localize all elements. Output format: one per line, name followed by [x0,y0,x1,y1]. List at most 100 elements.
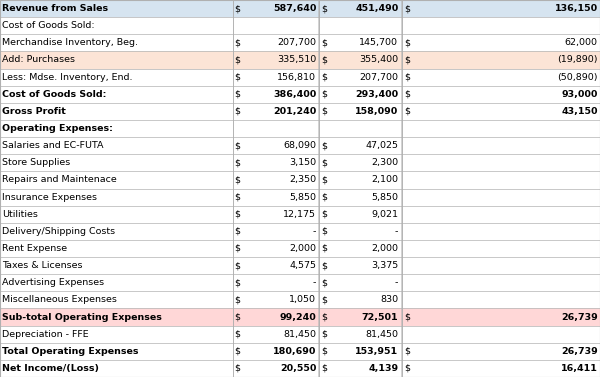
Text: 47,025: 47,025 [365,141,398,150]
Text: 5,850: 5,850 [371,193,398,202]
Text: Store Supplies: Store Supplies [2,158,71,167]
Text: $: $ [234,329,240,339]
Text: (19,890): (19,890) [557,55,598,64]
Text: 2,350: 2,350 [289,175,316,184]
Text: Add: Purchases: Add: Purchases [2,55,76,64]
Bar [0,360,600,377]
Text: Depreciation - FFE: Depreciation - FFE [2,329,89,339]
Bar [0,257,600,274]
Text: 158,090: 158,090 [355,107,398,116]
Bar [0,326,600,343]
Text: 43,150: 43,150 [561,107,598,116]
Text: Delivery/Shipping Costs: Delivery/Shipping Costs [2,227,116,236]
Text: 72,501: 72,501 [362,313,398,322]
Text: $: $ [234,141,240,150]
Text: $: $ [321,244,327,253]
Text: $: $ [404,73,410,81]
Bar [0,51,600,69]
Text: $: $ [321,227,327,236]
Text: Less: Mdse. Inventory, End.: Less: Mdse. Inventory, End. [2,73,133,81]
Bar [0,17,600,34]
Text: $: $ [321,329,327,339]
Bar [0,223,600,240]
Text: 4,139: 4,139 [368,364,398,373]
Text: $: $ [234,55,240,64]
Text: $: $ [234,193,240,202]
Bar [0,137,600,154]
Text: 20,550: 20,550 [280,364,316,373]
Text: 180,690: 180,690 [273,347,316,356]
Text: Salaries and EC-FUTA: Salaries and EC-FUTA [2,141,104,150]
Text: $: $ [234,107,240,116]
Text: 2,000: 2,000 [289,244,316,253]
Text: 26,739: 26,739 [561,313,598,322]
Text: -: - [395,227,398,236]
Text: $: $ [321,141,327,150]
Text: $: $ [321,73,327,81]
Text: 93,000: 93,000 [561,90,598,99]
Text: 156,810: 156,810 [277,73,316,81]
Text: 62,000: 62,000 [565,38,598,48]
Text: Rent Expense: Rent Expense [2,244,68,253]
Text: Utilities: Utilities [2,210,38,219]
Text: $: $ [321,347,327,356]
Text: 355,400: 355,400 [359,55,398,64]
Text: $: $ [234,38,240,48]
Text: 293,400: 293,400 [355,90,398,99]
Bar [0,291,600,308]
Bar [0,274,600,291]
Text: $: $ [321,107,327,116]
Text: Miscellaneous Expenses: Miscellaneous Expenses [2,296,117,304]
Text: 3,150: 3,150 [289,158,316,167]
Text: 207,700: 207,700 [359,73,398,81]
Bar [0,69,600,86]
Bar [0,0,600,17]
Text: $: $ [234,90,240,99]
Text: $: $ [234,73,240,81]
Text: -: - [395,278,398,287]
Text: 145,700: 145,700 [359,38,398,48]
Text: Merchandise Inventory, Beg.: Merchandise Inventory, Beg. [2,38,139,48]
Text: $: $ [404,4,410,13]
Text: Cost of Goods Sold:: Cost of Goods Sold: [2,90,107,99]
Text: Operating Expenses:: Operating Expenses: [2,124,113,133]
Text: Revenue from Sales: Revenue from Sales [2,4,109,13]
Text: 99,240: 99,240 [280,313,316,322]
Text: $: $ [234,210,240,219]
Text: $: $ [404,347,410,356]
Bar [0,343,600,360]
Text: Net Income/(Loss): Net Income/(Loss) [2,364,100,373]
Text: Insurance Expenses: Insurance Expenses [2,193,97,202]
Text: $: $ [404,313,410,322]
Text: $: $ [321,38,327,48]
Bar [0,86,600,103]
Text: $: $ [234,313,240,322]
Text: $: $ [321,193,327,202]
Text: Repairs and Maintenace: Repairs and Maintenace [2,175,117,184]
Text: $: $ [404,90,410,99]
Text: 153,951: 153,951 [355,347,398,356]
Text: $: $ [234,347,240,356]
Text: $: $ [321,4,327,13]
Text: $: $ [321,296,327,304]
Text: $: $ [321,278,327,287]
Bar [0,120,600,137]
Text: $: $ [234,158,240,167]
Text: Advertising Expenses: Advertising Expenses [2,278,104,287]
Bar [0,240,600,257]
Text: 16,411: 16,411 [561,364,598,373]
Bar [0,205,600,223]
Text: $: $ [321,364,327,373]
Text: Taxes & Licenses: Taxes & Licenses [2,261,83,270]
Text: 136,150: 136,150 [554,4,598,13]
Text: Sub-total Operating Expenses: Sub-total Operating Expenses [2,313,162,322]
Text: 5,850: 5,850 [289,193,316,202]
Bar [0,188,600,205]
Text: 587,640: 587,640 [273,4,316,13]
Text: 830: 830 [380,296,398,304]
Text: $: $ [234,364,240,373]
Text: $: $ [234,244,240,253]
Bar [0,308,600,326]
Text: $: $ [321,210,327,219]
Text: 2,000: 2,000 [371,244,398,253]
